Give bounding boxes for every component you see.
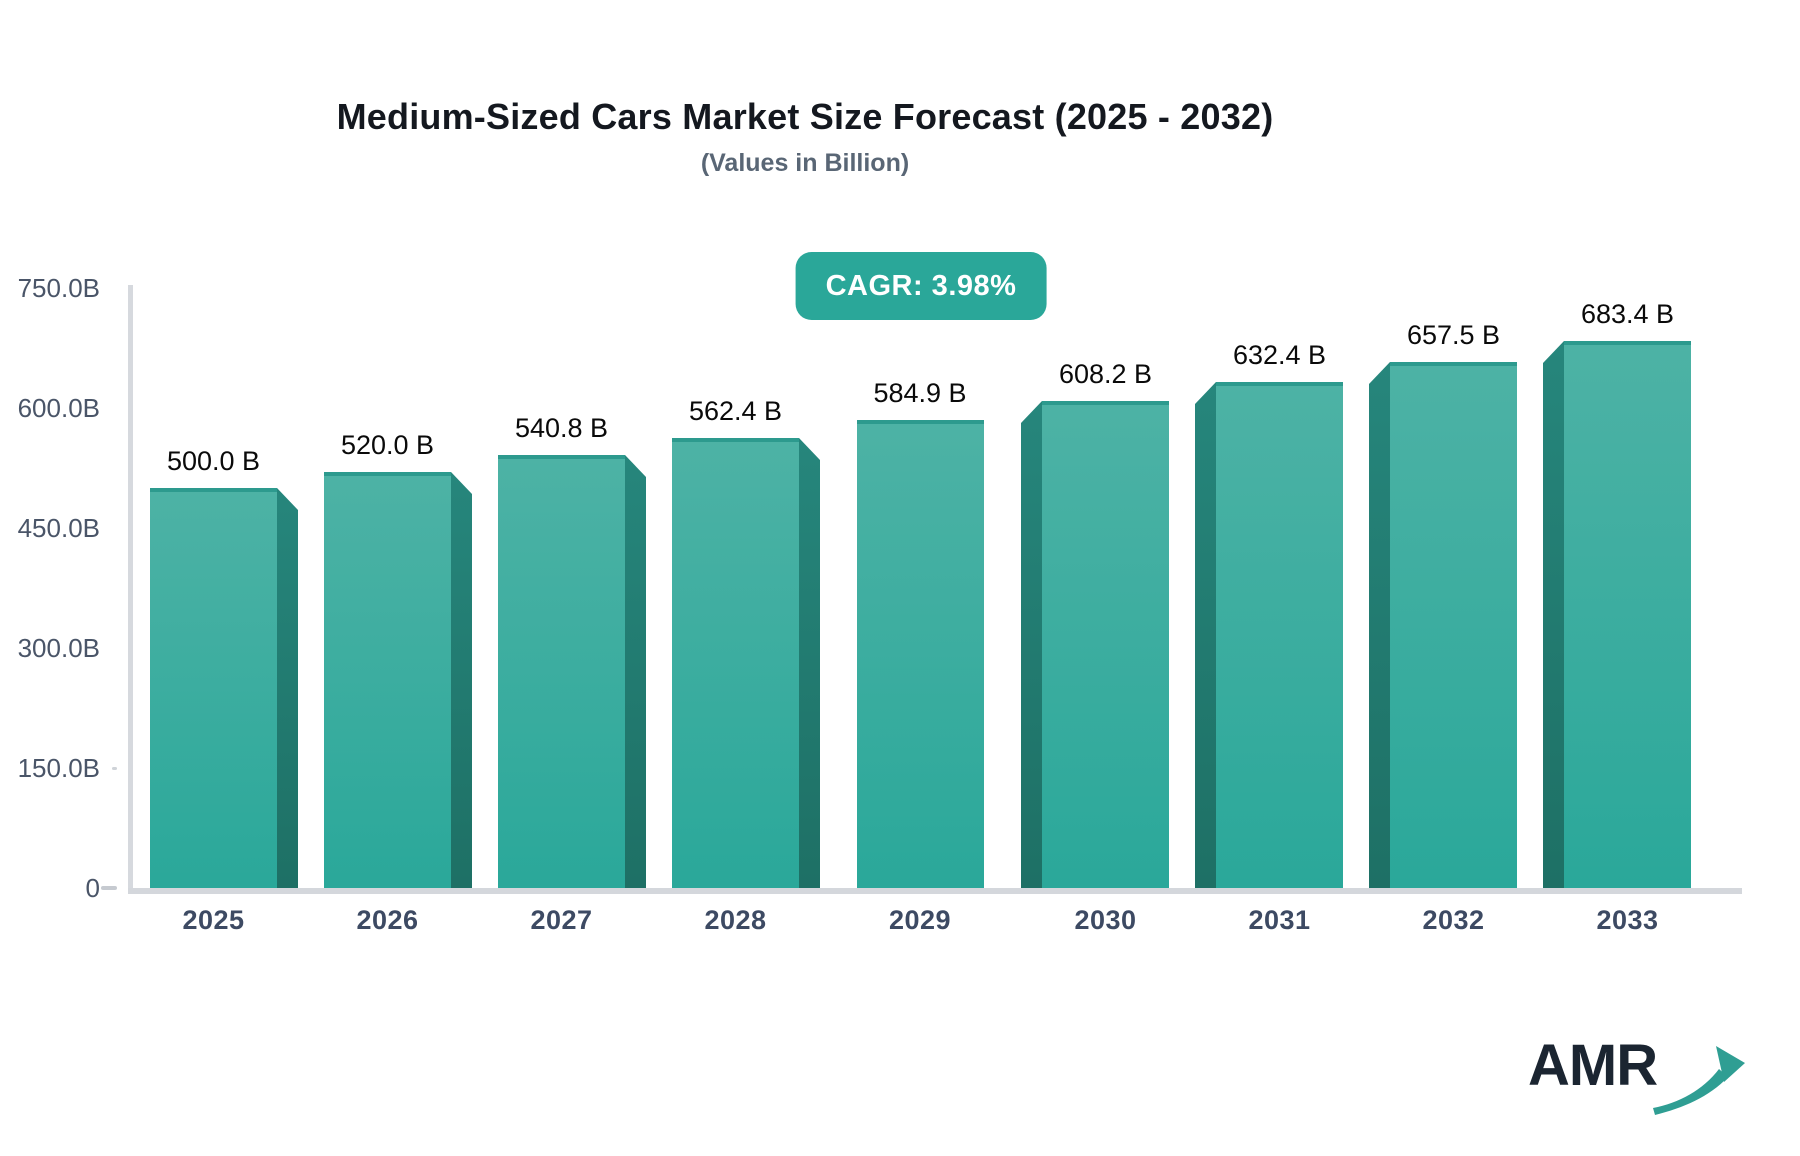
y-axis-tick-label: 750.0B xyxy=(17,273,100,303)
x-axis-label: 2028 xyxy=(704,905,767,935)
y-axis-tick-label: 150.0B xyxy=(17,753,100,783)
bar-side-face xyxy=(1195,382,1216,888)
bar-2031: 632.4 B 2031 xyxy=(1195,340,1343,935)
bar-2028: 562.4 B 2028 xyxy=(672,396,820,935)
bar-2033: 683.4 B 2033 xyxy=(1543,299,1691,935)
bar-side-face xyxy=(1369,362,1390,888)
bar-side-face xyxy=(451,472,472,888)
bar-face xyxy=(1216,382,1343,888)
y-axis-tick-label: 600.0B xyxy=(17,393,100,423)
x-axis-label: 2025 xyxy=(182,905,245,935)
bar-2030: 608.2 B 2030 xyxy=(1021,359,1169,935)
bar-face xyxy=(150,488,277,888)
x-axis-label: 2033 xyxy=(1596,905,1659,935)
bar-value-label: 608.2 B xyxy=(1058,359,1153,389)
y-axis-tick-label: 300.0B xyxy=(17,633,100,663)
y-axis-tick-label: 450.0B xyxy=(17,513,100,543)
bar-side-face xyxy=(799,438,820,888)
bar-face xyxy=(1390,362,1517,888)
bar-face xyxy=(324,472,451,888)
bar-face xyxy=(856,420,984,888)
bar-2027: 540.8 B 2027 xyxy=(498,413,646,935)
x-axis-label: 2032 xyxy=(1422,905,1485,935)
chart-subtitle: (Values in Billion) xyxy=(700,149,910,177)
bar-side-face xyxy=(625,455,646,888)
growth-arrow-icon xyxy=(1653,1046,1746,1115)
bar-face xyxy=(672,438,799,888)
amr-logo: AMR xyxy=(1528,1036,1751,1120)
x-axis-label: 2030 xyxy=(1074,905,1137,935)
chart-title: Medium-Sized Cars Market Size Forecast (… xyxy=(336,96,1274,137)
y-axis-tick-label: 0 xyxy=(85,873,100,903)
bar-2026: 520.0 B 2026 xyxy=(324,430,472,935)
bar-value-label: 632.4 B xyxy=(1232,340,1327,370)
amr-logo-text: AMR xyxy=(1528,1033,1658,1098)
bar-2029: 584.9 B 2029 xyxy=(846,378,994,935)
bar-face xyxy=(1042,401,1169,888)
bar-value-label: 584.9 B xyxy=(873,378,967,408)
bar-value-label: 562.4 B xyxy=(688,396,783,426)
bar-value-label: 520.0 B xyxy=(340,430,435,460)
bar-2025: 500.0 B 2025 xyxy=(150,446,298,935)
y-axis-line xyxy=(128,285,133,893)
bar-value-label: 683.4 B xyxy=(1580,299,1675,329)
bar-value-label: 500.0 B xyxy=(166,446,261,476)
bar-face xyxy=(498,455,625,888)
bar-side-face xyxy=(277,488,298,888)
y-axis-tick-mark xyxy=(112,767,117,770)
bar-2032: 657.5 B 2032 xyxy=(1369,320,1517,935)
bar-side-face xyxy=(1021,401,1042,888)
bar-side-face xyxy=(1543,341,1564,888)
x-axis-label: 2027 xyxy=(530,905,593,935)
cagr-badge: CAGR: 3.98% xyxy=(795,252,1047,320)
bar-face xyxy=(1564,341,1691,888)
x-axis-label: 2026 xyxy=(356,905,419,935)
bar-value-label: 540.8 B xyxy=(514,413,609,443)
x-axis-label: 2031 xyxy=(1248,905,1311,935)
y-axis-tick-mark xyxy=(101,886,117,890)
x-axis-label: 2029 xyxy=(888,905,952,935)
bar-value-label: 657.5 B xyxy=(1406,320,1501,350)
x-axis-line xyxy=(128,888,1742,894)
